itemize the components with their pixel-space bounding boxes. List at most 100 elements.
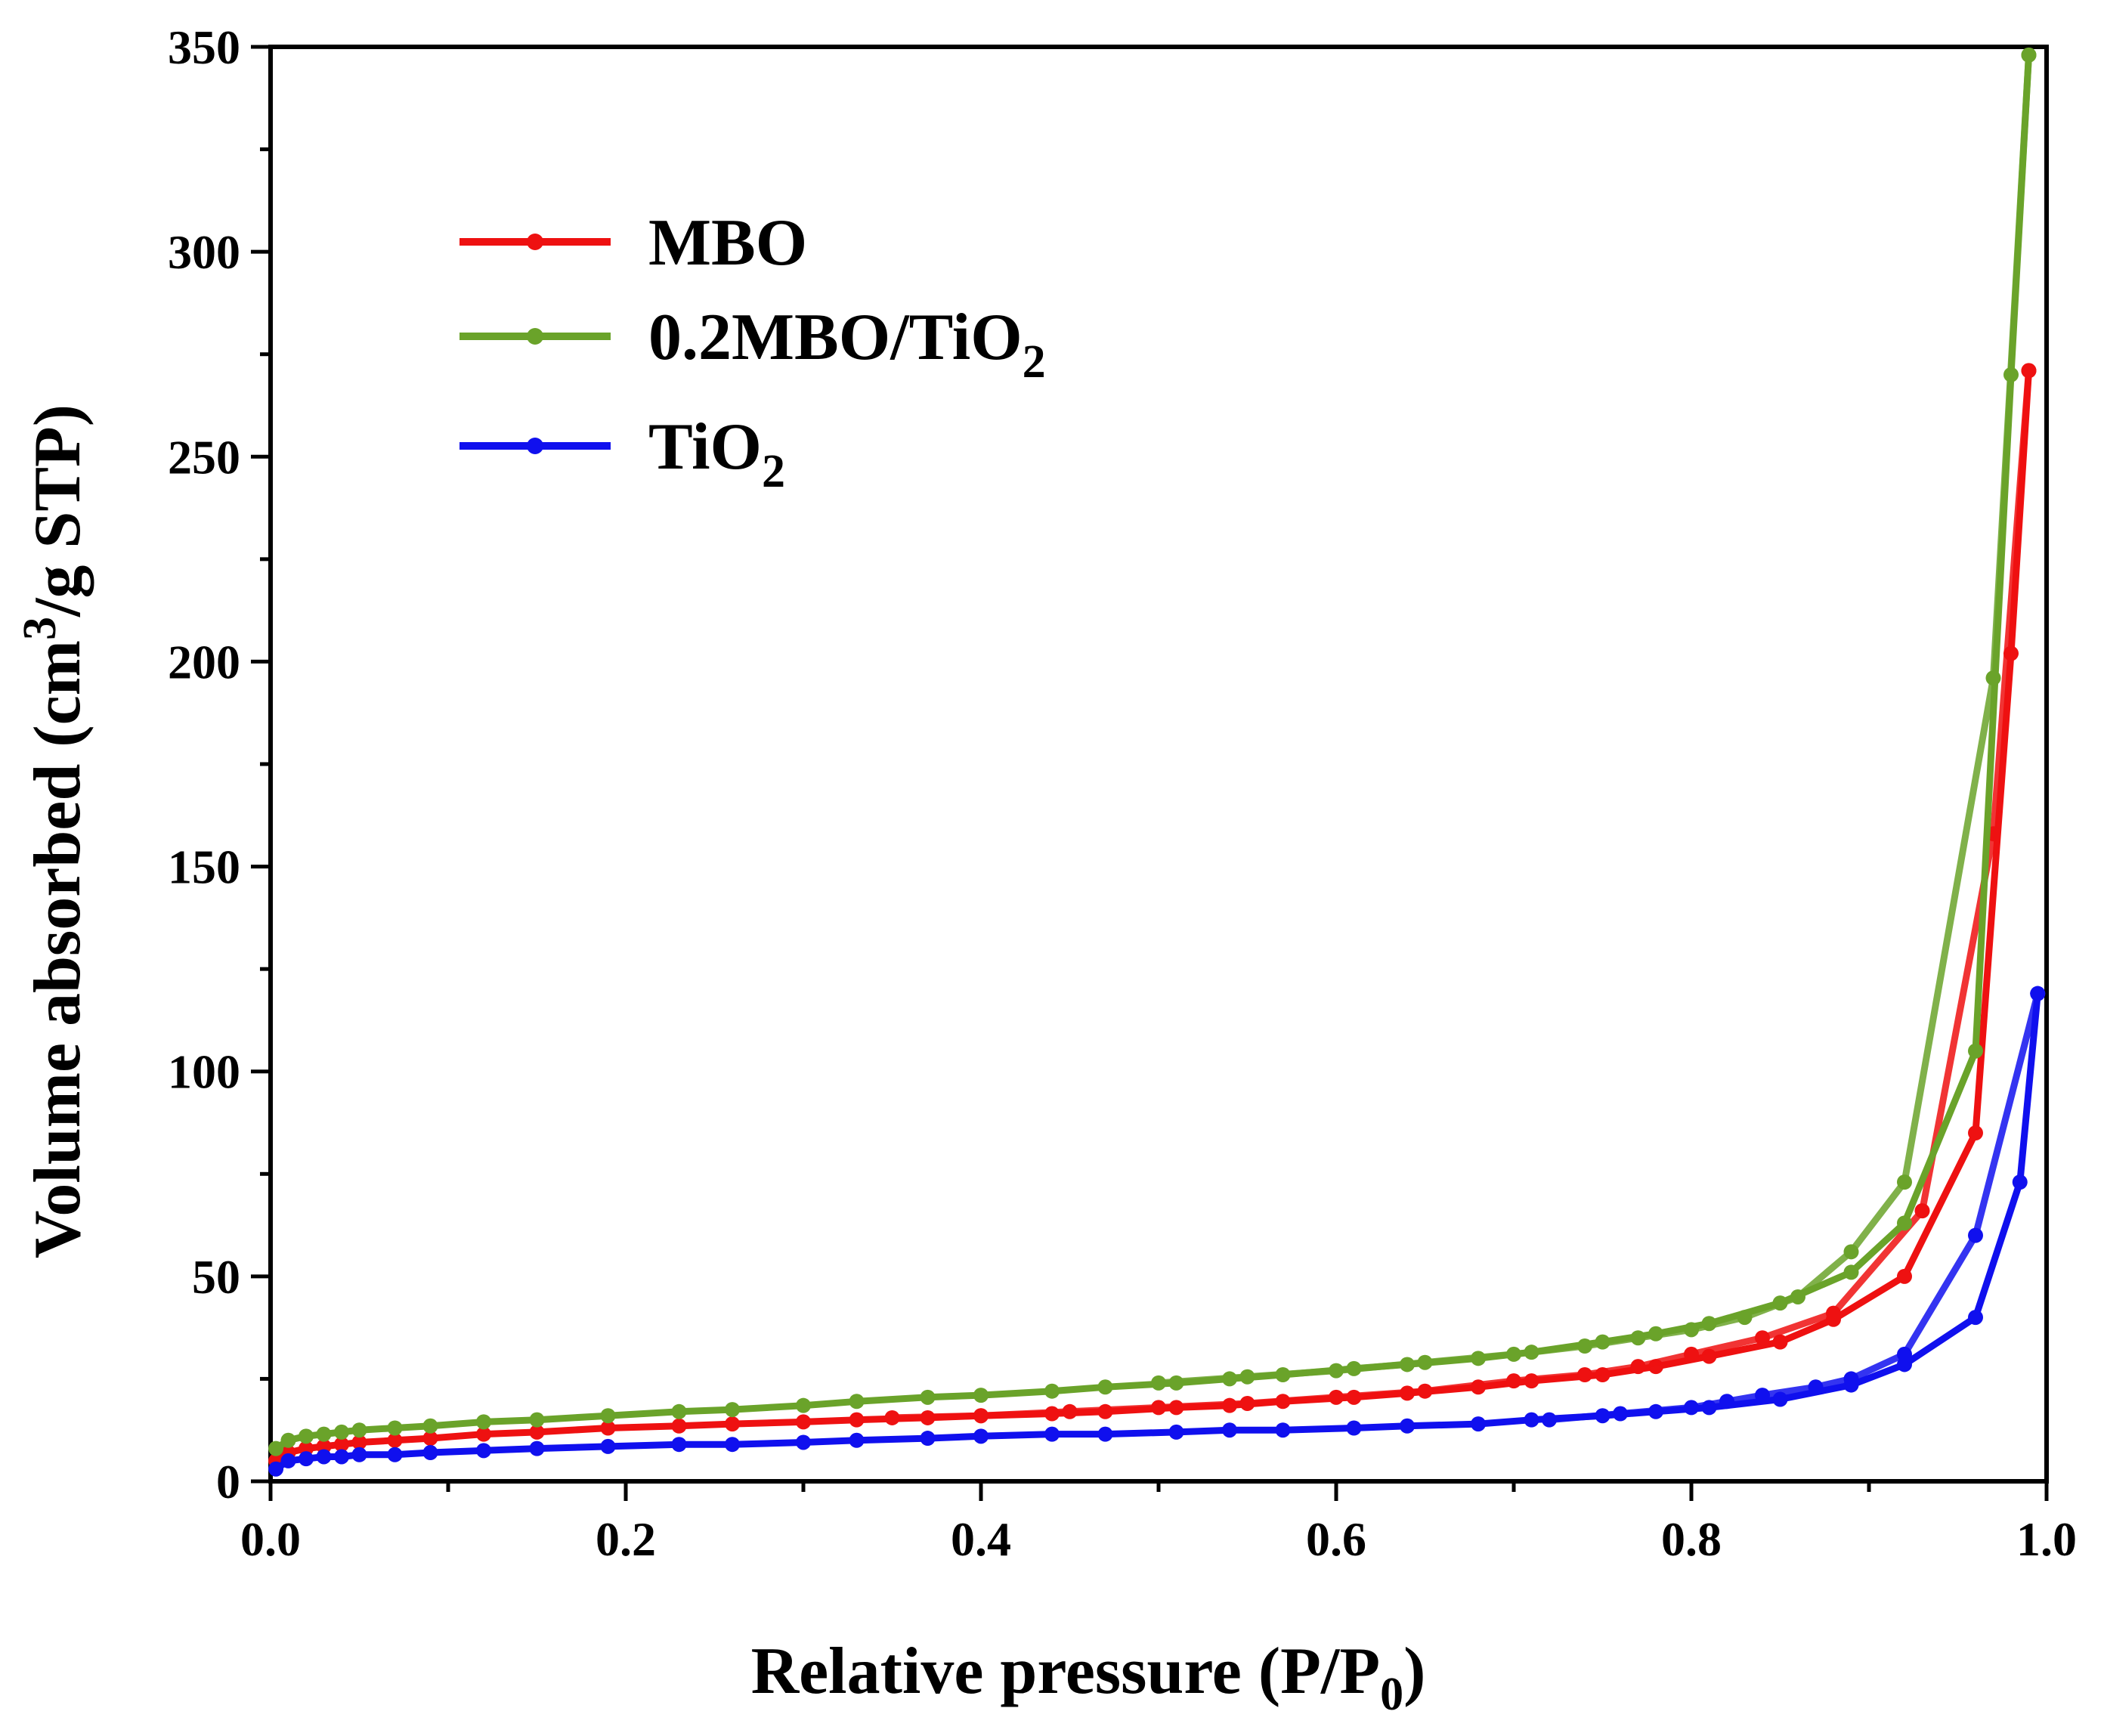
- 0-2mbo-tio2-desorption-point: [1630, 1330, 1646, 1346]
- mbo-adsorption-point: [422, 1431, 438, 1447]
- mbo-desorption-point: [1506, 1373, 1521, 1389]
- 0-2mbo-tio2-adsorption-point: [671, 1403, 687, 1419]
- tio2-adsorption-point: [387, 1447, 403, 1462]
- tio2-adsorption-point: [796, 1434, 811, 1450]
- 0-2mbo-tio2-desorption-point: [1151, 1375, 1166, 1391]
- 0-2mbo-tio2-desorption-point: [1506, 1346, 1521, 1362]
- y-tick-label: 300: [168, 225, 240, 279]
- 0-2mbo-tio2-adsorption-point: [796, 1397, 811, 1413]
- 0-2mbo-tio2-adsorption-point: [422, 1418, 438, 1434]
- mbo-desorption-point: [1826, 1305, 1841, 1321]
- x-tick-label: 0.0: [240, 1512, 301, 1566]
- plot-frame: [268, 45, 2049, 1484]
- x-tick-label: 1.0: [2016, 1512, 2077, 1566]
- mbo-adsorption-point: [351, 1434, 367, 1450]
- tio2-adsorption-point: [1044, 1426, 1060, 1442]
- legend-label-0-2mbo-tio2: 0.2MBO/TiO2: [648, 301, 1046, 388]
- tio2-desorption-point: [1755, 1388, 1770, 1403]
- mbo-desorption-point: [1755, 1330, 1770, 1346]
- tio2-desorption-point: [1968, 1227, 1983, 1243]
- 0-2mbo-tio2-adsorption-point: [973, 1388, 989, 1403]
- 0-2mbo-tio2-desorption-line: [1158, 54, 2032, 1387]
- y-axis-title: Volume absorbed (cm3/g STP): [14, 404, 94, 1258]
- tio2-adsorption-point: [1275, 1422, 1291, 1438]
- mbo-adsorption-point: [1968, 1125, 1983, 1141]
- tio2-desorption-point: [1808, 1379, 1824, 1395]
- legend-marker-tio2: [527, 438, 543, 454]
- tio2-adsorption-point: [476, 1443, 491, 1459]
- 0-2mbo-tio2-adsorption-point: [725, 1402, 740, 1418]
- 0-2mbo-tio2-adsorption-point: [334, 1424, 349, 1440]
- 0-2mbo-tio2-adsorption-point: [1097, 1379, 1113, 1395]
- tio2-adsorption-point: [600, 1438, 616, 1454]
- tio2-adsorption-point: [280, 1453, 296, 1468]
- tio2-desorption-point: [1684, 1400, 1699, 1416]
- axis-ticks: 0.0 0.2 0.4 0.6 0.8 1.0 0 50 100 150 200 250 300 350: [168, 20, 2077, 1566]
- mbo-adsorption-point: [600, 1420, 616, 1436]
- mbo-adsorption-point: [671, 1418, 687, 1434]
- tio2-desorption-point: [1613, 1406, 1628, 1422]
- tio2-adsorption-point: [1222, 1422, 1237, 1438]
- 0-2mbo-tio2-adsorption-point: [476, 1414, 491, 1430]
- mbo-adsorption-point: [334, 1437, 349, 1453]
- mbo-adsorption-point: [1772, 1334, 1788, 1350]
- 0-2mbo-tio2-desorption-point: [1239, 1369, 1255, 1385]
- series-layer: [268, 47, 2046, 1477]
- mbo-desorption-point: [1630, 1359, 1646, 1375]
- 0-2mbo-tio2-desorption-point: [1577, 1338, 1592, 1354]
- mbo-desorption-point: [1417, 1383, 1433, 1399]
- 0-2mbo-tio2-adsorption-point: [1968, 1043, 1983, 1059]
- 0-2mbo-tio2-desorption-point: [1417, 1354, 1433, 1370]
- 0-2mbo-tio2-adsorption-point: [849, 1394, 865, 1410]
- y-tick-label: 50: [192, 1250, 240, 1304]
- y-tick-label: 150: [168, 840, 240, 894]
- 0-2mbo-tio2-desorption-point: [2021, 47, 2037, 63]
- legend-label-mbo: MBO: [648, 206, 807, 280]
- mbo-desorption-point: [1684, 1346, 1699, 1362]
- mbo-desorption-point: [1239, 1395, 1255, 1411]
- tio2-adsorption-point: [2012, 1174, 2028, 1190]
- mbo-adsorption-point: [849, 1412, 865, 1428]
- y-tick-label: 200: [168, 635, 240, 689]
- 0-2mbo-tio2-desorption-point: [1985, 670, 2001, 686]
- tio2-adsorption-point: [1168, 1424, 1184, 1440]
- tio2-adsorption-point: [1524, 1412, 1539, 1428]
- x-tick-label: 0.4: [951, 1512, 1011, 1566]
- plot-border: [268, 45, 2049, 1484]
- mbo-desorption-point: [1329, 1389, 1344, 1405]
- 0-2mbo-tio2-desorption-point: [1843, 1244, 1859, 1260]
- 0-2mbo-tio2-adsorption-point: [1843, 1264, 1859, 1280]
- x-axis-title: Relative pressure (P/P0): [751, 1635, 1426, 1720]
- tio2-desorption-point: [1542, 1412, 1557, 1428]
- legend-label-tio2: TiO2: [648, 410, 785, 497]
- tio2-adsorption-point: [849, 1432, 865, 1448]
- tio2-adsorption-point: [334, 1449, 349, 1465]
- mbo-desorption-line: [892, 370, 2032, 1422]
- 0-2mbo-tio2-desorption-point: [1329, 1363, 1344, 1379]
- y-tick-label: 100: [168, 1045, 240, 1099]
- legend: MBO 0.2MBO/TiO2 TiO2: [459, 206, 1046, 497]
- tio2-desorption-point: [1897, 1346, 1912, 1362]
- tio2-adsorption-point: [1097, 1426, 1113, 1442]
- 0-2mbo-tio2-adsorption-point: [600, 1408, 616, 1424]
- tio2-adsorption-point: [1346, 1420, 1362, 1436]
- mbo-adsorption-point: [1897, 1268, 1912, 1284]
- tio2-adsorption-point: [920, 1431, 936, 1447]
- mbo-adsorption-point: [476, 1426, 491, 1442]
- 0-2mbo-tio2-adsorption-point: [387, 1420, 403, 1436]
- mbo-adsorption-point: [529, 1424, 545, 1440]
- y-tick-label: 0: [216, 1455, 240, 1509]
- mbo-adsorption-point: [725, 1416, 740, 1432]
- tio2-adsorption-point: [671, 1437, 687, 1453]
- x-tick-label: 0.6: [1306, 1512, 1366, 1566]
- tio2-desorption-point: [2030, 986, 2046, 1001]
- x-tick-label: 0.2: [596, 1512, 656, 1566]
- tio2-adsorption-point: [529, 1440, 545, 1456]
- mbo-desorption-point: [973, 1408, 989, 1424]
- x-tick-label: 0.8: [1661, 1512, 1722, 1566]
- mbo-adsorption-line: [274, 370, 2032, 1464]
- mbo-desorption-point: [1062, 1403, 1078, 1419]
- tio2-adsorption-point: [1471, 1416, 1486, 1432]
- tio2-desorption-point: [1719, 1394, 1734, 1410]
